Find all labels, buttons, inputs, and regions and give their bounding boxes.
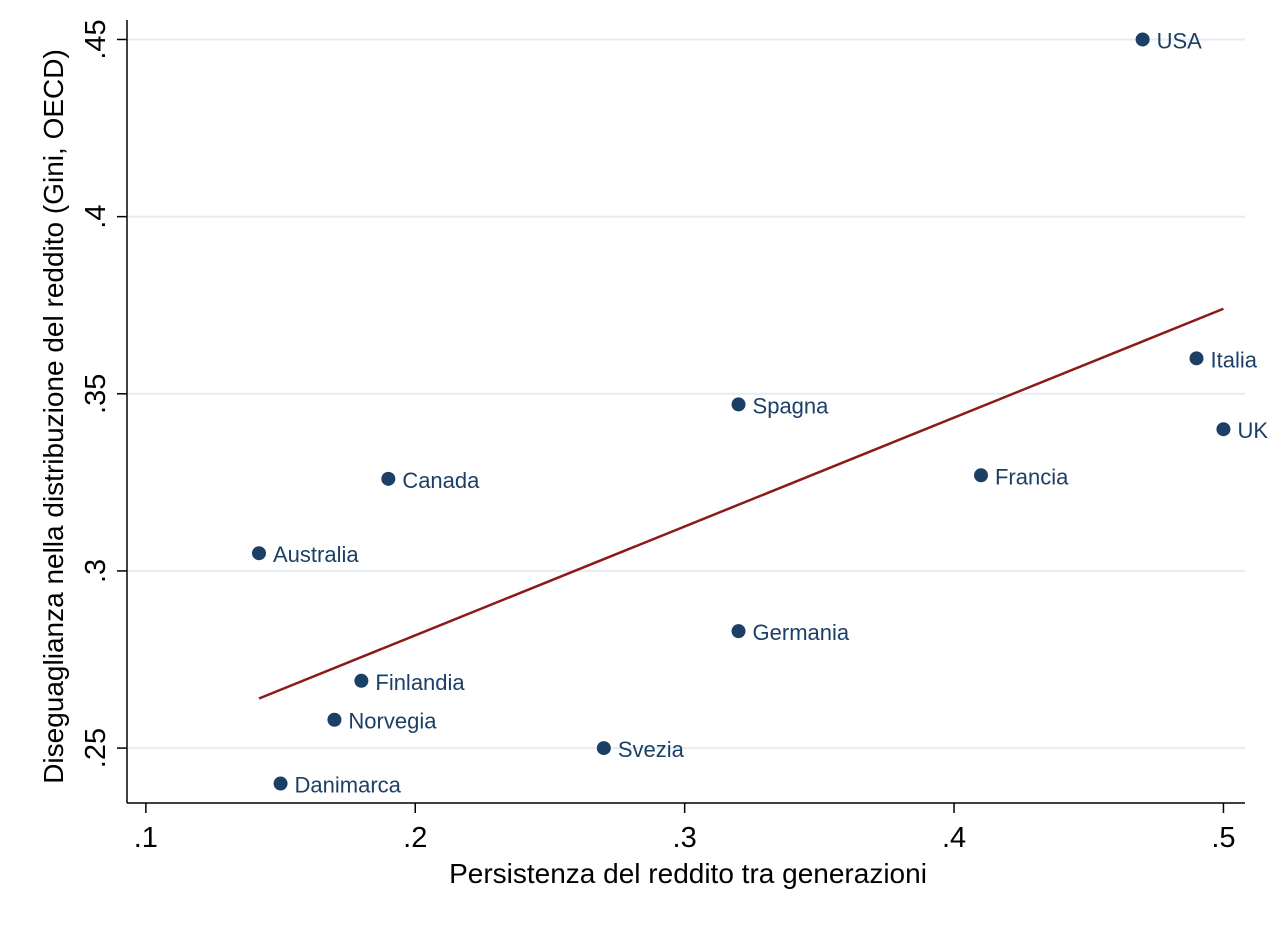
point-italia (1189, 351, 1204, 366)
point-norvegia (327, 712, 342, 727)
point-uk (1216, 422, 1231, 437)
point-germania (731, 624, 746, 639)
point-label-norvegia: Norvegia (348, 709, 437, 734)
point-finlandia (354, 673, 369, 688)
point-label-australia: Australia (273, 542, 359, 567)
x-tick-label-1: .2 (403, 822, 427, 854)
point-label-danimarca: Danimarca (295, 773, 402, 798)
point-label-spagna: Spagna (753, 393, 830, 418)
point-danimarca (273, 776, 288, 791)
point-label-usa: USA (1157, 28, 1203, 53)
y-tick-label-2: .35 (80, 374, 112, 414)
fit-line-group (258, 307, 1224, 700)
x-tick-label-4: .5 (1211, 822, 1235, 854)
y-tick-label-1: .3 (80, 559, 112, 583)
point-label-italia: Italia (1211, 347, 1258, 372)
point-label-canada: Canada (402, 468, 480, 493)
point-label-svezia: Svezia (618, 737, 685, 762)
point-labels: USA Italia UK Spagna Francia Canada Australia G… (273, 28, 1268, 797)
point-usa (1135, 32, 1150, 47)
data-points (252, 32, 1231, 791)
y-tick-label-0: .25 (80, 728, 112, 768)
fit-line (258, 307, 1224, 700)
x-axis-title: Persistenza del reddito tra generazioni (449, 858, 927, 889)
y-tick-label-3: .4 (80, 205, 112, 229)
point-spagna (731, 397, 746, 412)
y-tick-label-4: .45 (80, 19, 112, 59)
point-label-uk: UK (1237, 418, 1268, 443)
point-svezia (596, 741, 611, 756)
point-label-francia: Francia (995, 464, 1069, 489)
axes (117, 20, 1245, 813)
x-tick-label-2: .3 (673, 822, 697, 854)
gridlines (128, 38, 1245, 750)
x-tick-label-3: .4 (942, 822, 966, 854)
point-label-germania: Germania (753, 620, 850, 645)
y-axis-title: Diseguaglianza nella distribuzione del r… (38, 49, 69, 784)
x-tick-label-0: .1 (134, 822, 158, 854)
point-canada (381, 471, 396, 486)
tick-labels: .1 .2 .3 .4 .5 .25 .3 .35 .4 .45 (80, 19, 1236, 854)
point-label-finlandia: Finlandia (375, 670, 465, 695)
point-australia (252, 546, 267, 561)
point-francia (973, 468, 988, 483)
